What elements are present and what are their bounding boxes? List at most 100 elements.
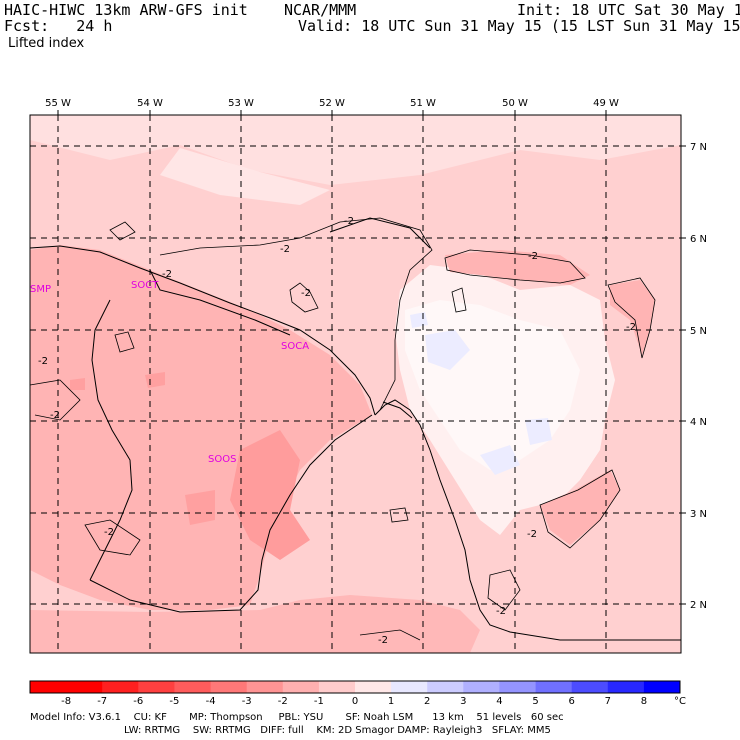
lon-label: 50 W (502, 98, 528, 109)
contour-13 (389, 507, 409, 523)
model-info-line2: LW: RRTMG SW: RRTMG DIFF: full KM: 2D Sm… (124, 725, 551, 736)
colorbar-tick-label: 3 (460, 696, 466, 707)
colorbar-cell (174, 681, 211, 693)
contour-label: -2 (496, 606, 506, 617)
colorbar-unit: °C (674, 696, 686, 707)
colorbar: -8 -7 -6 -5 -4 -3 -2 -1 0 1 2 3 4 5 6 7 8 (29, 680, 681, 707)
colorbar-tick-label: 5 (532, 696, 538, 707)
model-title: HAIC-HIWC 13km ARW-GFS init NCAR/MMM (4, 1, 357, 19)
lat-label: 3 N (690, 509, 707, 520)
contour-label: -2 (344, 216, 354, 227)
border-west (89, 299, 133, 581)
light-patch-north2 (160, 148, 330, 205)
contour-label: -2 (50, 410, 60, 421)
map-frame (29, 114, 682, 654)
darker-spot-2 (185, 490, 215, 525)
lon-label: 53 W (228, 98, 254, 109)
colorbar-tick-label: -2 (278, 696, 288, 707)
lon-label: 54 W (137, 98, 163, 109)
field-name: Lifted index (8, 36, 85, 51)
contour-label: -2 (378, 635, 388, 646)
darker-spot-4 (70, 378, 85, 390)
contour-12 (359, 629, 421, 641)
contour-label: -2 (527, 529, 537, 540)
contour-10 (29, 379, 81, 421)
colorbar-cell (535, 681, 573, 693)
lat-label: 4 N (690, 417, 707, 428)
darker-spot-1 (230, 430, 310, 560)
colorbar-cell (282, 681, 320, 693)
grid-lines (30, 115, 681, 653)
lat-label: 7 N (690, 142, 707, 153)
lat-label: 5 N (690, 326, 707, 337)
city-label-soct: SOCT (131, 280, 159, 291)
lon-label: 55 W (45, 98, 71, 109)
colorbar-cell (499, 681, 536, 693)
dark-region-south (30, 595, 480, 653)
contour-label: -2 (528, 251, 538, 262)
contour-11 (487, 569, 521, 611)
colorbar-tick-label: 2 (424, 696, 430, 707)
contour-1 (159, 217, 433, 411)
east-patch-1 (445, 250, 590, 285)
forecast-hour: Fcst: 24 h (4, 17, 113, 35)
colorbar-cell (246, 681, 284, 693)
contour-5 (109, 221, 136, 241)
tick-marks (57, 110, 686, 605)
coastlines (29, 217, 681, 641)
coast-west (29, 245, 376, 416)
contour-9 (84, 519, 141, 556)
colorbar-tick-label: 0 (352, 696, 358, 707)
city-label-soca: SOCA (281, 341, 309, 352)
colorbar-cell (427, 681, 464, 693)
light-patch-north (30, 115, 681, 185)
colorbar-frame (29, 680, 681, 694)
colorbar-cell (210, 681, 248, 693)
border-brazil (382, 401, 413, 419)
colorbar-cell (30, 681, 67, 693)
city-label-soos: SOOS (208, 454, 236, 465)
colorbar-cell (643, 681, 681, 693)
contour-label: -2 (626, 322, 636, 333)
lon-label: 52 W (319, 98, 345, 109)
init-time: Init: 18 UTC Sat 30 May 15 (517, 1, 740, 19)
colorbar-cell (607, 681, 645, 693)
lon-label: 51 W (410, 98, 436, 109)
lon-labels: 55 W 54 W 53 W 52 W 51 W 50 W 49 W (45, 98, 619, 109)
contour-label: -2 (301, 288, 311, 299)
valid-time: Valid: 18 UTC Sun 31 May 15 (15 LST Sun … (298, 17, 740, 35)
contour-7 (451, 287, 467, 313)
colorbar-tick-label: 6 (569, 696, 575, 707)
border-north (149, 269, 291, 336)
contour-label: -2 (104, 527, 114, 538)
colorbar-tick-label: 8 (641, 696, 647, 707)
colorbar-tick-label: 7 (605, 696, 611, 707)
contour-label: -2 (280, 244, 290, 255)
blue-patch-4 (525, 418, 552, 445)
lat-label: 6 N (690, 234, 707, 245)
colorbar-tick-label: -8 (61, 696, 71, 707)
contour-8 (539, 469, 621, 549)
contour-3 (607, 277, 656, 359)
colorbar-tick-label: -3 (242, 696, 252, 707)
contour-4 (289, 282, 319, 313)
blue-patch-3 (480, 445, 520, 475)
blue-patch-1 (425, 330, 470, 370)
colorbar-tick-label: -6 (133, 696, 143, 707)
colorbar-cell (463, 681, 500, 693)
colorbar-tick-label: -4 (206, 696, 216, 707)
colorbar-cell (66, 681, 103, 693)
coast-east (374, 399, 681, 641)
colorbar-cell (318, 681, 356, 693)
contour-label: -2 (38, 356, 48, 367)
lat-label: 2 N (690, 600, 707, 611)
model-info-line1: Model Info: V3.6.1 CU: KF MP: Thompson P… (30, 712, 564, 723)
colorbar-tick-label: -5 (169, 696, 179, 707)
contour-lines (29, 217, 656, 641)
colorbar-tick-label: 4 (496, 696, 502, 707)
border-south (89, 414, 373, 613)
lon-label: 49 W (593, 98, 619, 109)
city-label-smp: SMP (30, 284, 51, 295)
contour-label: -2 (162, 269, 172, 280)
